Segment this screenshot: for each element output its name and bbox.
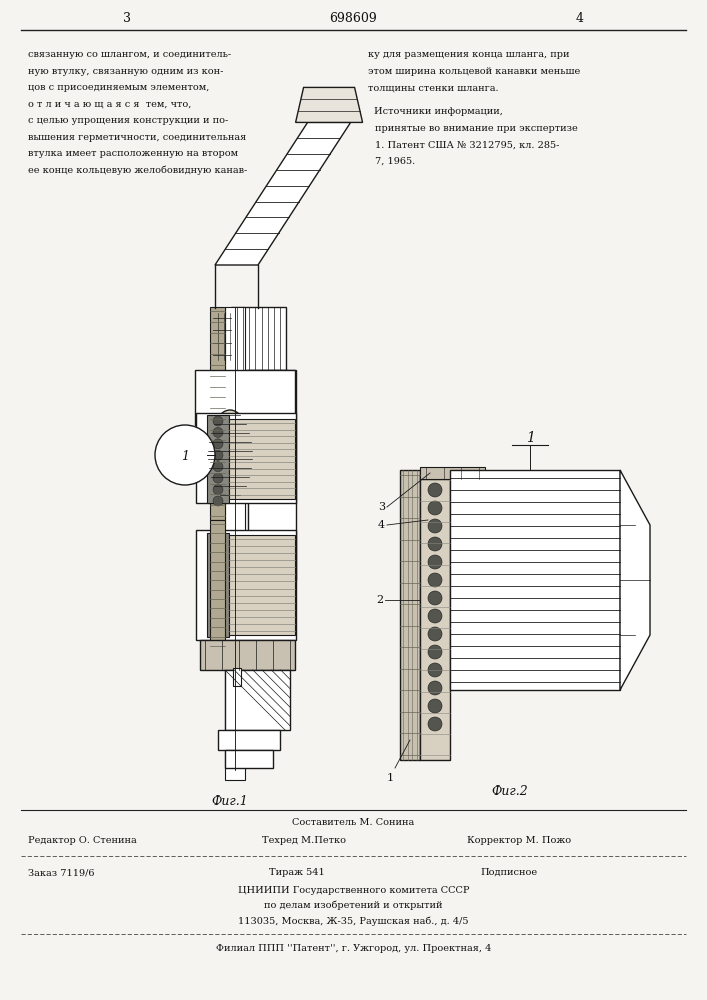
Circle shape — [213, 576, 223, 586]
Circle shape — [428, 501, 442, 515]
Text: Корректор М. Пожо: Корректор М. Пожо — [467, 836, 571, 845]
Bar — [196, 530, 296, 640]
Bar — [400, 470, 420, 760]
Bar — [420, 475, 450, 760]
Ellipse shape — [208, 410, 252, 500]
Bar — [207, 415, 229, 503]
Text: связанную со шлангом, и соединитель-: связанную со шлангом, и соединитель- — [28, 50, 231, 59]
Text: ЦНИИПИ Государственного комитета СССР: ЦНИИПИ Государственного комитета СССР — [238, 886, 469, 895]
Circle shape — [428, 681, 442, 695]
Text: 698609: 698609 — [329, 12, 378, 25]
Bar — [229, 535, 295, 635]
Bar — [218, 730, 280, 750]
Circle shape — [428, 519, 442, 533]
Bar — [225, 670, 290, 730]
Text: 1: 1 — [525, 431, 534, 445]
Circle shape — [428, 627, 442, 641]
Text: по делам изобретений и открытий: по делам изобретений и открытий — [264, 901, 443, 910]
Bar — [213, 313, 231, 360]
Text: ную втулку, связанную одним из кон-: ную втулку, связанную одним из кон- — [28, 66, 223, 76]
Text: Редактор О. Стенина: Редактор О. Стенина — [28, 836, 137, 845]
Bar — [233, 668, 241, 686]
Text: Составитель М. Сонина: Составитель М. Сонина — [293, 818, 414, 827]
Circle shape — [428, 717, 442, 731]
Text: Подписное: Подписное — [481, 868, 538, 877]
Circle shape — [428, 483, 442, 497]
Text: о т л и ч а ю щ а я с я  тем, что,: о т л и ч а ю щ а я с я тем, что, — [28, 100, 192, 108]
Circle shape — [213, 565, 223, 575]
Bar — [229, 419, 295, 499]
Circle shape — [213, 544, 223, 554]
Text: Источники информации,: Источники информации, — [374, 107, 503, 116]
Bar — [210, 520, 225, 650]
Circle shape — [428, 645, 442, 659]
Circle shape — [213, 628, 223, 638]
Text: 113035, Москва, Ж-35, Раушская наб., д. 4/5: 113035, Москва, Ж-35, Раушская наб., д. … — [238, 916, 469, 926]
Text: 3: 3 — [123, 12, 132, 25]
Circle shape — [213, 597, 223, 607]
Circle shape — [213, 473, 223, 483]
Text: 7, 1965.: 7, 1965. — [375, 157, 415, 166]
Text: Тираж 541: Тираж 541 — [269, 868, 325, 877]
Text: Фиг.1: Фиг.1 — [211, 795, 248, 808]
Text: Фиг.2: Фиг.2 — [491, 785, 528, 798]
Polygon shape — [620, 470, 650, 690]
Bar — [450, 470, 620, 690]
Text: ку для размещения конца шланга, при: ку для размещения конца шланга, при — [368, 50, 569, 59]
Circle shape — [213, 427, 223, 437]
Text: 1. Патент США № 3212795, кл. 285-: 1. Патент США № 3212795, кл. 285- — [375, 140, 559, 149]
Polygon shape — [215, 122, 351, 265]
Circle shape — [213, 485, 223, 495]
Polygon shape — [296, 87, 363, 122]
Text: Заказ 7119/6: Заказ 7119/6 — [28, 868, 95, 877]
Text: 2: 2 — [376, 595, 383, 605]
Bar — [200, 640, 295, 670]
Bar — [225, 750, 273, 768]
Bar — [225, 307, 245, 780]
Bar — [195, 370, 295, 425]
Text: ее конце кольцевую желобовидную канав-: ее конце кольцевую желобовидную канав- — [28, 165, 247, 175]
Bar — [210, 307, 225, 520]
Circle shape — [213, 496, 223, 506]
Text: принятые во внимание при экспертизе: принятые во внимание при экспертизе — [375, 124, 578, 133]
Text: 1: 1 — [387, 773, 394, 783]
Circle shape — [213, 416, 223, 426]
Text: толщины стенки шланга.: толщины стенки шланга. — [368, 83, 498, 92]
Text: цов с присоединяемым элементом,: цов с присоединяемым элементом, — [28, 83, 210, 92]
Circle shape — [213, 618, 223, 628]
Bar — [196, 413, 296, 503]
Circle shape — [428, 663, 442, 677]
Circle shape — [213, 439, 223, 449]
Circle shape — [213, 462, 223, 472]
Bar — [207, 533, 229, 637]
Circle shape — [428, 555, 442, 569]
Circle shape — [428, 699, 442, 713]
Circle shape — [213, 555, 223, 565]
Circle shape — [213, 586, 223, 596]
Text: втулка имеет расположенную на втором: втулка имеет расположенную на втором — [28, 149, 238, 158]
Text: вышения герметичности, соединительная: вышения герметичности, соединительная — [28, 132, 247, 141]
Text: Техред М.Петко: Техред М.Петко — [262, 836, 346, 845]
Bar — [420, 467, 485, 479]
Circle shape — [428, 609, 442, 623]
Circle shape — [428, 591, 442, 605]
Circle shape — [213, 607, 223, 617]
Text: 4: 4 — [575, 12, 584, 25]
Text: Филиал ППП ''Патент'', г. Ужгород, ул. Проектная, 4: Филиал ППП ''Патент'', г. Ужгород, ул. П… — [216, 944, 491, 953]
Circle shape — [428, 537, 442, 551]
Text: 3: 3 — [378, 502, 385, 512]
Text: 1: 1 — [181, 450, 189, 464]
Circle shape — [213, 450, 223, 460]
Text: 4: 4 — [378, 520, 385, 530]
Circle shape — [428, 573, 442, 587]
Circle shape — [213, 534, 223, 544]
Text: с целью упрощения конструкции и по-: с целью упрощения конструкции и по- — [28, 116, 228, 125]
Circle shape — [155, 425, 215, 485]
Bar — [248, 370, 296, 580]
Bar — [231, 307, 286, 370]
Text: этом ширина кольцевой канавки меньше: этом ширина кольцевой канавки меньше — [368, 66, 580, 76]
